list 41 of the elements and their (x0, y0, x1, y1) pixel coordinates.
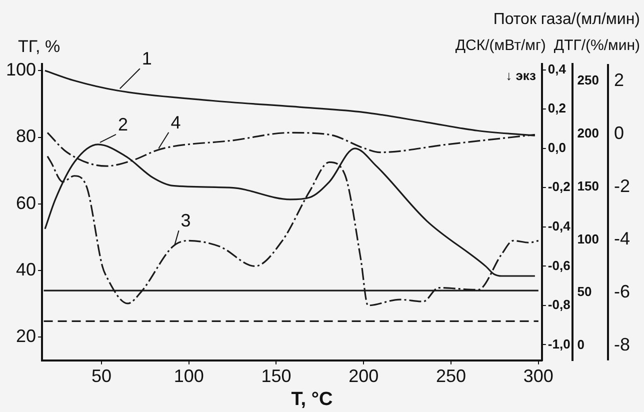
y3-axis-title: Поток газа/(мл/мин) (493, 11, 640, 28)
series-label: 2 (118, 114, 128, 134)
series-label: 3 (180, 210, 191, 231)
x-tick-label: 300 (523, 366, 554, 386)
y2-tick-label: -0,6 (548, 258, 570, 273)
y2-tick-label: 0,4 (548, 61, 567, 76)
x-tick-label: 250 (436, 366, 466, 386)
y-tick-label: 40 (16, 259, 36, 280)
y2-tick-label: -0,4 (548, 218, 572, 234)
y3-tick-label: 0 (577, 337, 585, 352)
text: -6 (614, 282, 630, 302)
y-axis-title: ТГ, % (18, 37, 60, 56)
y2-tick-label: -1,0 (548, 336, 570, 352)
x-tick-label: 150 (261, 366, 292, 386)
y3-tick-label: 200 (577, 125, 600, 140)
y2-tick-label: 0,0 (548, 140, 566, 155)
y-tick-label: 100 (6, 60, 36, 80)
text: -2 (614, 176, 630, 196)
y-tick-label: 60 (16, 192, 36, 213)
x-tick-label: 100 (174, 366, 204, 386)
series-label: 4 (170, 112, 181, 132)
text: 2 (614, 70, 624, 90)
y3-tick-label: 50 (577, 284, 592, 300)
x-tick-label: 50 (91, 366, 112, 386)
y2-tick-label: -0,2 (548, 179, 570, 194)
y2-tick-label: -0,8 (548, 297, 570, 312)
y2-axis-title: ДСК/(мВт/мг) (455, 37, 546, 54)
x-tick-label: 200 (348, 366, 379, 386)
text: -8 (614, 334, 630, 355)
text: 0 (614, 122, 624, 143)
y3-tick-label: 250 (577, 72, 600, 88)
series-label: 1 (142, 48, 152, 69)
y-tick-label: 80 (16, 126, 36, 146)
annotation: ↓ экз (506, 68, 536, 83)
text: -4 (614, 228, 630, 249)
y-tick-label: 20 (16, 326, 36, 346)
y2-tick-label: 0,2 (548, 100, 566, 116)
y3-tick-label: 100 (577, 231, 600, 246)
x-axis-title: T, °C (291, 389, 333, 410)
y3-tick-label: 150 (577, 178, 600, 194)
text: ДТГ/(%/мин) (554, 37, 640, 54)
